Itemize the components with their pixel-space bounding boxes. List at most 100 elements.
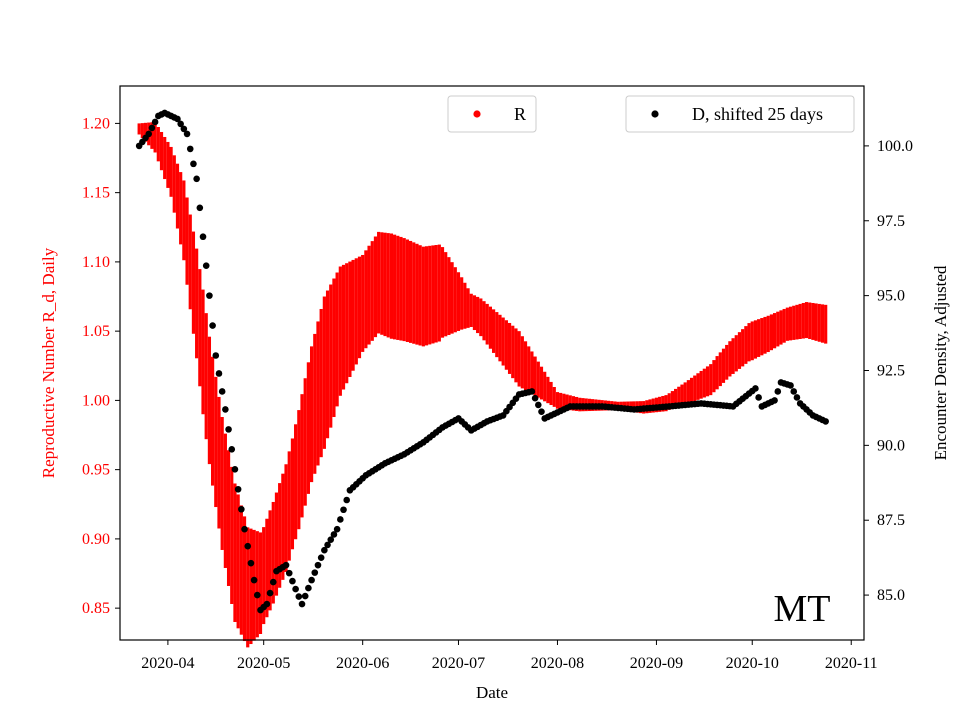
r-band-bar: [140, 123, 144, 139]
series-d: [135, 109, 829, 614]
d-point: [238, 505, 245, 513]
r-band-bar: [163, 136, 167, 180]
r-band-bar: [734, 335, 738, 372]
r-band-bar: [820, 304, 825, 343]
r-band-bar: [268, 510, 272, 611]
r-band-bar: [377, 231, 381, 334]
r-band-bar: [501, 317, 505, 366]
r-band-bar: [718, 352, 722, 387]
r-band-bar: [405, 239, 409, 342]
d-point: [250, 576, 258, 584]
x-tick-label: 2020-07: [432, 655, 485, 672]
r-band-bar: [150, 122, 154, 149]
d-point: [340, 506, 347, 514]
r-band-bar: [549, 381, 553, 406]
r-band-bar: [287, 451, 291, 561]
d-point: [228, 446, 236, 453]
r-band-bar: [715, 356, 719, 390]
r-band-bar: [284, 464, 288, 572]
r-band-bar: [297, 410, 301, 530]
r-band-bar: [364, 250, 368, 349]
d-point: [317, 554, 325, 561]
r-band-bar: [469, 293, 473, 327]
r-band-bar: [195, 248, 199, 359]
r-band-bar: [428, 245, 432, 345]
d-point: [337, 516, 344, 523]
d-point: [771, 397, 778, 404]
y-right-tick-label: 85.0: [877, 587, 905, 604]
r-band-bar: [294, 424, 298, 540]
r-band-bar: [507, 322, 512, 374]
r-band-bar: [300, 394, 304, 518]
d-point: [174, 115, 181, 123]
legend-d: D, shifted 25 days: [625, 95, 855, 133]
r-band-bar: [776, 311, 780, 347]
legend-r-box: [447, 95, 537, 133]
x-tick-label: 2020-06: [336, 655, 389, 672]
r-band-bar: [421, 246, 425, 347]
r-band-bar: [290, 438, 295, 550]
y-right-tick-label: 97.5: [877, 213, 905, 230]
r-band-bar: [252, 529, 256, 641]
d-point: [193, 175, 200, 183]
r-band-bar: [763, 316, 767, 354]
r-band-bar: [220, 417, 224, 550]
r-band-bar: [817, 303, 821, 342]
r-band-bar: [559, 392, 563, 410]
r-band-bar: [801, 302, 805, 339]
r-band-bar: [223, 433, 227, 568]
r-band-bar: [179, 172, 183, 245]
r-band-bar: [568, 395, 572, 411]
r-band-bar: [393, 234, 397, 340]
d-point: [790, 388, 798, 395]
d-point: [327, 536, 335, 543]
d-point: [285, 569, 293, 577]
legend-d-box: [625, 95, 855, 133]
d-point: [196, 204, 204, 212]
legend-r-label: R: [514, 104, 526, 124]
r-band-bar: [207, 336, 212, 465]
r-band-bar: [431, 245, 435, 344]
y-left-tick-label: 1.05: [82, 323, 110, 340]
d-point: [190, 160, 197, 168]
y-axis-right: 85.0 87.5 90.0 92.5 95.0 97.5 100.0: [864, 138, 913, 604]
r-band-bar: [693, 375, 697, 402]
d-point: [311, 569, 319, 576]
d-point: [301, 592, 309, 600]
r-band-bar: [335, 272, 339, 407]
r-band-bar: [674, 388, 678, 408]
r-band-bar: [460, 277, 464, 330]
r-band-bar: [169, 146, 173, 197]
d-point: [282, 561, 290, 569]
y-left-tick-label: 0.85: [82, 600, 110, 617]
r-band-bar: [798, 303, 802, 339]
r-band-bar: [319, 308, 323, 458]
r-band-bar: [303, 378, 307, 506]
r-band-bar: [226, 450, 231, 586]
state-label: MT: [774, 588, 831, 630]
r-band-bar: [472, 295, 477, 331]
d-point: [266, 589, 274, 597]
r-band-bar: [689, 377, 694, 403]
r-band-bar: [412, 242, 416, 344]
r-band-bar: [760, 318, 764, 356]
r-band-bar: [702, 368, 706, 398]
r-band-bar: [217, 396, 221, 529]
r-band-bar: [804, 302, 809, 339]
r-band-bar: [332, 278, 336, 418]
r-band-bar: [741, 329, 745, 367]
r-band-bar: [479, 298, 483, 337]
r-band-bar: [143, 122, 148, 142]
r-band-bar: [683, 382, 687, 405]
r-band-bar: [159, 131, 164, 171]
r-band-bar: [313, 333, 317, 474]
r-band-bar: [492, 309, 496, 353]
r-band-bar: [555, 392, 560, 409]
d-point: [247, 559, 255, 567]
d-point: [269, 578, 277, 586]
r-band-bar: [182, 180, 186, 261]
d-point: [292, 585, 299, 593]
r-band-bar: [792, 305, 796, 340]
x-tick-label: 2020-08: [531, 655, 584, 672]
r-band-bar: [246, 527, 250, 648]
